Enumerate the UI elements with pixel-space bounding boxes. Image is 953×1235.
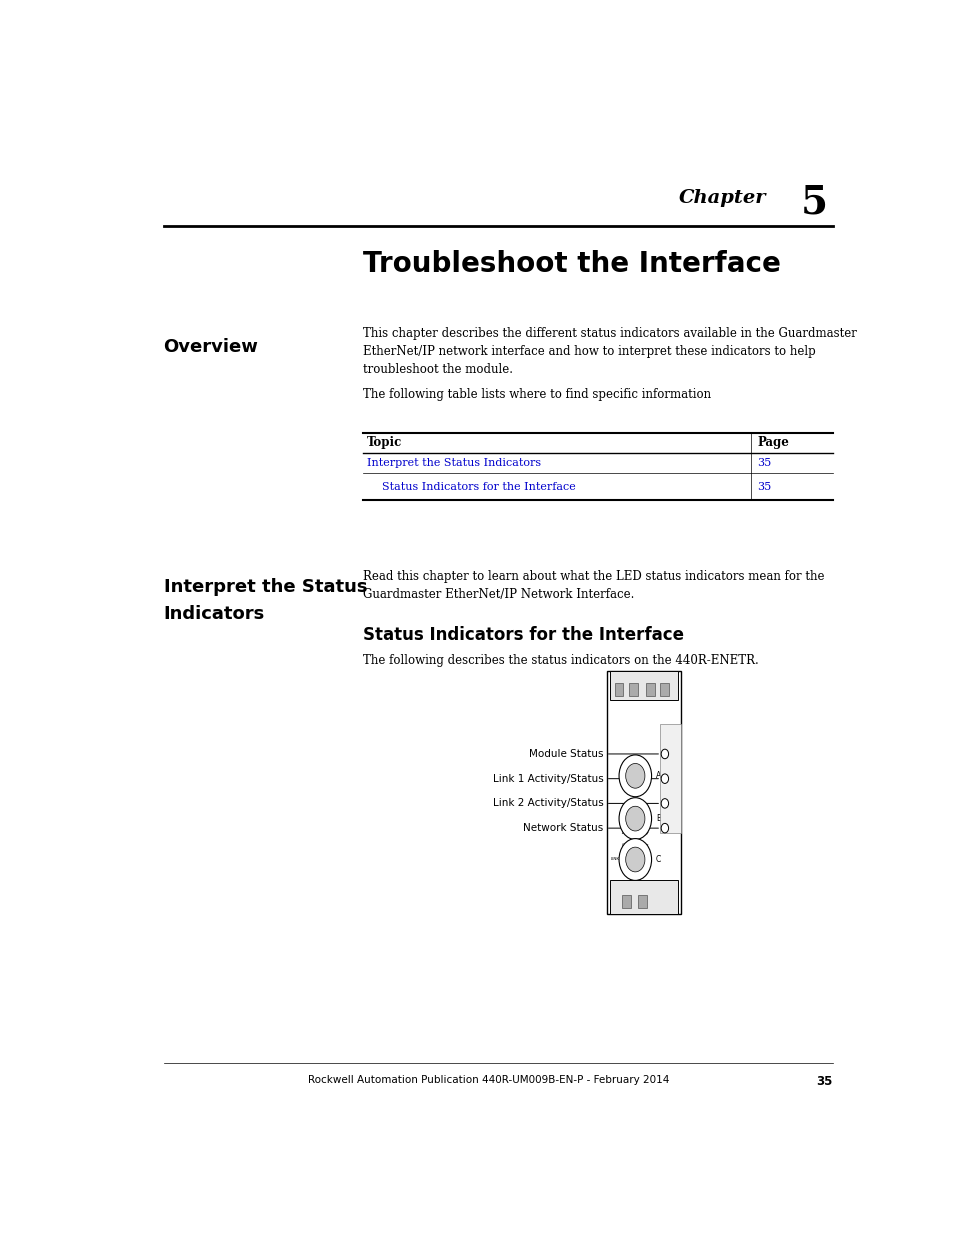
Circle shape — [618, 798, 651, 840]
Text: Status Indicators for the Interface: Status Indicators for the Interface — [363, 626, 683, 643]
Text: Read this chapter to learn about what the LED status indicators mean for the
Gua: Read this chapter to learn about what th… — [363, 571, 824, 601]
Text: LNK/ACT: LNK/ACT — [661, 737, 677, 742]
Text: NS: NS — [670, 826, 676, 830]
Text: Page: Page — [757, 436, 788, 450]
Bar — [638, 894, 646, 908]
Text: C: C — [656, 855, 660, 864]
Text: The following describes the status indicators on the 440R-ENETR.: The following describes the status indic… — [363, 655, 759, 667]
Text: LNK1: LNK1 — [670, 777, 680, 781]
Text: Allen-Bradley: Allen-Bradley — [620, 831, 648, 835]
Text: Overview: Overview — [164, 338, 258, 357]
Text: Network Status: Network Status — [523, 824, 603, 834]
Text: 440R-ENETR: 440R-ENETR — [677, 766, 680, 790]
Circle shape — [660, 774, 668, 783]
Text: Indicators: Indicators — [164, 605, 265, 622]
Bar — [645, 683, 654, 697]
Text: LNK2: LNK2 — [670, 802, 680, 805]
Text: This chapter describes the different status indicators available in the Guardmas: This chapter describes the different sta… — [363, 327, 856, 375]
Circle shape — [625, 806, 644, 831]
Circle shape — [660, 824, 668, 832]
Bar — [614, 683, 623, 697]
Text: 35: 35 — [816, 1076, 832, 1088]
Text: Link 2 Activity/Status: Link 2 Activity/Status — [493, 798, 603, 809]
Bar — [621, 894, 630, 908]
Bar — [610, 672, 678, 700]
Text: Module Status: Module Status — [529, 748, 603, 760]
Bar — [610, 881, 678, 914]
Text: Interpret the Status Indicators: Interpret the Status Indicators — [367, 458, 540, 468]
Text: 35: 35 — [757, 482, 771, 492]
Text: Link 1 Activity/Status: Link 1 Activity/Status — [493, 773, 603, 784]
Text: 35: 35 — [757, 458, 771, 468]
Text: B: B — [656, 814, 660, 823]
Bar — [659, 724, 680, 832]
Text: Topic: Topic — [367, 436, 402, 450]
Text: Troubleshoot the Interface: Troubleshoot the Interface — [363, 249, 781, 278]
Circle shape — [618, 839, 651, 881]
Text: A: A — [656, 772, 660, 781]
Text: The following table lists where to find specific information: The following table lists where to find … — [363, 388, 711, 401]
Text: Guardmaster: Guardmaster — [621, 844, 648, 847]
Text: A1  A2: A1 A2 — [661, 729, 674, 732]
Text: MS: MS — [670, 752, 677, 756]
Text: Rockwell Automation Publication 440R-UM009B-EN-P - February 2014: Rockwell Automation Publication 440R-UM0… — [308, 1076, 669, 1086]
Circle shape — [660, 750, 668, 758]
Text: Interpret the Status: Interpret the Status — [164, 578, 367, 597]
Text: 5: 5 — [800, 183, 826, 221]
Bar — [629, 683, 638, 697]
Circle shape — [660, 799, 668, 808]
Text: Status Indicators for the Interface: Status Indicators for the Interface — [381, 482, 575, 492]
Circle shape — [618, 755, 651, 797]
Text: Chapter: Chapter — [678, 189, 765, 207]
Circle shape — [625, 847, 644, 872]
Circle shape — [625, 763, 644, 788]
Bar — [659, 683, 669, 697]
Bar — [606, 672, 680, 914]
Text: LINK5: LINK5 — [610, 857, 622, 861]
